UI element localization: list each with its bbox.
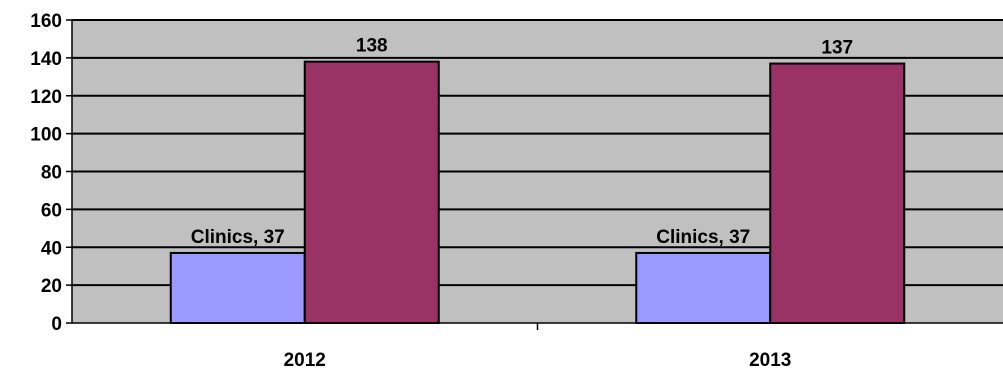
x-tick-label: 2012 (284, 350, 326, 371)
bar (769, 62, 906, 325)
y-tick-label: 140 (30, 49, 62, 70)
data-label: 137 (821, 38, 853, 59)
data-label: Clinics, 37 (656, 227, 750, 248)
bar (303, 60, 440, 324)
y-tick-label: 100 (30, 125, 62, 146)
data-labels: Clinics, 37 138 Clinics, 37 137 (191, 36, 853, 248)
y-tick-label: 160 (30, 11, 62, 32)
y-tick-label: 20 (41, 276, 62, 297)
bar (635, 251, 772, 324)
bar (169, 251, 306, 324)
y-tick-label: 80 (41, 163, 62, 184)
y-axis-ticks: 0 20 40 60 80 100 120 140 160 (30, 11, 72, 335)
y-tick-label: 60 (41, 200, 62, 221)
x-axis-ticks: 2012 2013 (284, 323, 791, 371)
y-tick-label: 40 (41, 238, 62, 259)
bars (169, 60, 906, 325)
data-label: Clinics, 37 (191, 227, 285, 248)
x-tick-label: 2013 (749, 350, 791, 371)
y-tick-label: 0 (51, 314, 62, 335)
y-tick-label: 120 (30, 87, 62, 108)
data-label: 138 (356, 36, 388, 57)
